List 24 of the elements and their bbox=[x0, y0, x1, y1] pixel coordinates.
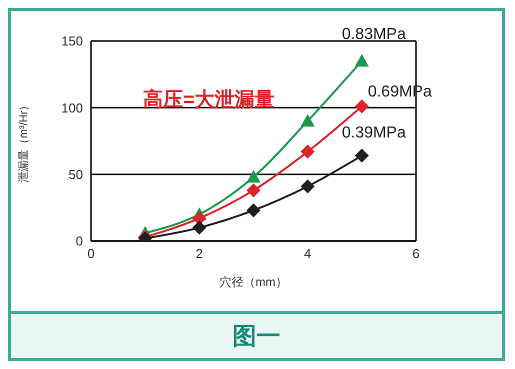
text: 图一 bbox=[232, 322, 280, 352]
y-tick-label: 0 bbox=[76, 234, 83, 249]
x-axis-title: 穴径（mm） bbox=[220, 275, 288, 289]
y-tick-label: 150 bbox=[61, 34, 83, 49]
x-tick-label: 4 bbox=[304, 246, 312, 262]
point bbox=[300, 114, 315, 127]
point bbox=[300, 179, 315, 194]
point bbox=[354, 148, 369, 163]
series-label: 0.39MPa bbox=[342, 124, 406, 142]
point bbox=[246, 170, 260, 183]
y-tick-label: 100 bbox=[61, 100, 83, 116]
point bbox=[192, 220, 206, 235]
point bbox=[300, 144, 315, 159]
x-tick-label: 6 bbox=[412, 246, 420, 262]
x-tick-label: 2 bbox=[196, 246, 203, 262]
annotation: 高压=大泄漏量 bbox=[143, 88, 275, 113]
point bbox=[246, 203, 260, 218]
y-axis-title: 泄漏量（m³/Hr） bbox=[16, 100, 30, 182]
point bbox=[246, 183, 260, 198]
point bbox=[354, 54, 369, 67]
point bbox=[354, 99, 369, 114]
x-tick-label: 0 bbox=[87, 246, 95, 262]
y-tick-label: 50 bbox=[68, 166, 83, 182]
series-label: 0.83MPa bbox=[342, 26, 406, 43]
